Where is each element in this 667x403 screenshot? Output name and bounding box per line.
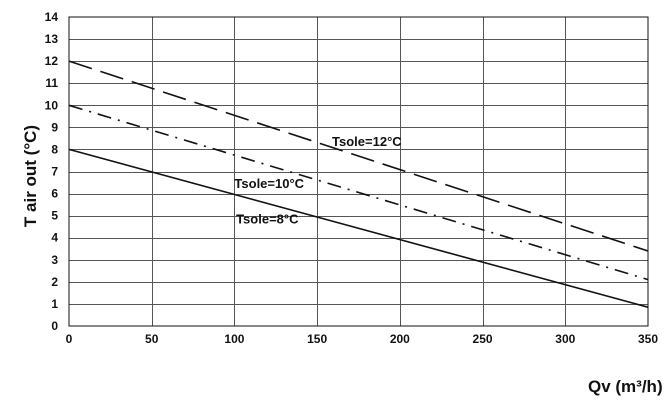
y-tick-label: 6 xyxy=(51,187,58,201)
y-tick-label: 12 xyxy=(45,54,59,68)
y-tick-label: 4 xyxy=(51,231,58,245)
x-tick-label: 150 xyxy=(307,332,327,346)
x-tick-label: 300 xyxy=(555,332,575,346)
series-label: Tsole=10°C xyxy=(234,176,304,191)
y-tick-label: 14 xyxy=(45,10,59,24)
y-tick-label: 13 xyxy=(45,32,59,46)
series-lines xyxy=(68,60,649,308)
series-label: Tsole=8°C xyxy=(236,211,299,226)
x-tick-label: 50 xyxy=(145,332,159,346)
tick-labels: 0 50 100 150 200 250 300 3500123456789101112131… xyxy=(45,10,659,346)
y-tick-label: 1 xyxy=(51,297,58,311)
y-tick-label: 8 xyxy=(51,142,58,156)
series-label: Tsole=12°C xyxy=(332,134,402,149)
x-tick-label: 200 xyxy=(390,332,410,346)
series-labels: Tsole=12°C Tsole=10°C Tsole=8°C xyxy=(234,134,402,226)
y-tick-label: 5 xyxy=(51,209,58,223)
grid xyxy=(69,17,648,326)
y-tick-label: 7 xyxy=(51,165,58,179)
x-tick-label: 100 xyxy=(224,332,244,346)
y-tick-label: 2 xyxy=(51,275,58,289)
x-tick-label: 0 xyxy=(66,332,73,346)
y-tick-label: 0 xyxy=(51,319,58,333)
y-tick-label: 11 xyxy=(45,76,58,90)
series-line xyxy=(68,104,649,281)
x-tick-label: 250 xyxy=(473,332,493,346)
x-axis-title: Qv (m³/h) xyxy=(588,377,663,396)
y-tick-label: 3 xyxy=(51,253,58,267)
x-tick-label: 350 xyxy=(638,332,658,346)
plot-frame xyxy=(68,16,649,327)
series-line xyxy=(68,60,649,252)
y-tick-label: 9 xyxy=(51,120,58,134)
y-axis-title: T air out (°C) xyxy=(21,125,40,227)
y-tick-label: 10 xyxy=(45,98,59,112)
series-line xyxy=(68,148,649,308)
